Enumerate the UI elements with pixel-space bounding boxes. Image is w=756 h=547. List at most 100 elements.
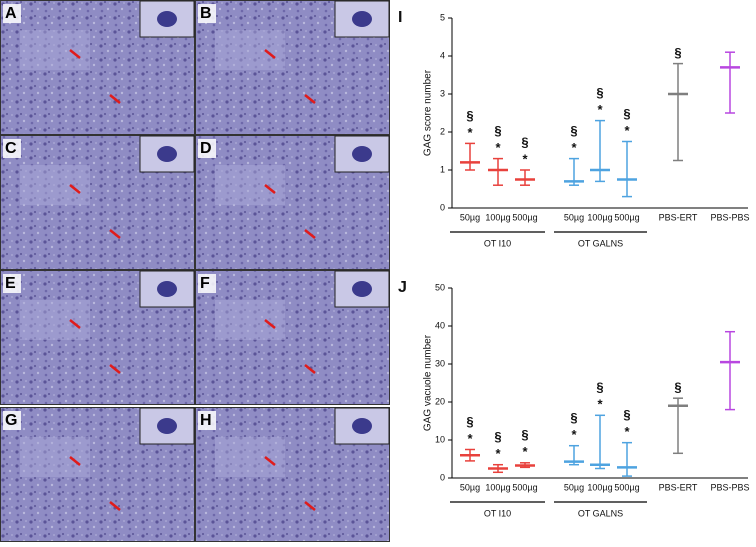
arrow xyxy=(304,501,316,511)
x-tick-label: 500µg xyxy=(614,482,639,492)
annotation: § xyxy=(521,427,528,442)
inset-cell xyxy=(157,11,177,27)
annotation: § xyxy=(596,85,603,100)
x-tick-label: PBS-ERT xyxy=(659,212,698,222)
annotation: * xyxy=(467,431,473,446)
arrow xyxy=(69,456,81,466)
arrow xyxy=(304,94,316,104)
annotation: § xyxy=(466,414,473,429)
panel-label: D xyxy=(200,140,212,157)
arrow xyxy=(69,49,81,59)
arrow xyxy=(109,364,121,374)
annotation: * xyxy=(522,151,528,166)
panel-label-bg xyxy=(198,274,216,293)
y-tick-label: 50 xyxy=(435,282,445,292)
annotation: * xyxy=(522,444,528,459)
annotation: § xyxy=(494,123,501,138)
x-tick-label: 100µg xyxy=(587,212,612,222)
micrograph-shade xyxy=(215,437,285,477)
panel-label: C xyxy=(5,140,17,157)
y-tick-label: 4 xyxy=(440,50,445,60)
chart-title: I xyxy=(398,9,402,26)
chart-title: J xyxy=(398,279,407,296)
y-axis-label: GAG score number xyxy=(423,69,434,156)
annotation: * xyxy=(467,125,473,140)
annotation: * xyxy=(571,427,577,442)
y-tick-label: 3 xyxy=(440,88,445,98)
x-tick-label: 50µg xyxy=(564,482,584,492)
annotation: * xyxy=(624,424,630,439)
micrograph-shade xyxy=(215,165,285,205)
y-tick-label: 10 xyxy=(435,434,445,444)
arrow xyxy=(69,184,81,194)
x-tick-label: 500µg xyxy=(512,482,537,492)
annotation: § xyxy=(494,429,501,444)
x-tick-label: PBS-PBS xyxy=(710,482,749,492)
annotation: * xyxy=(495,446,501,461)
x-tick-label: 100µg xyxy=(587,482,612,492)
panel-label-bg xyxy=(3,139,21,158)
annotation: § xyxy=(570,410,577,425)
inset xyxy=(139,270,195,308)
x-tick-label: PBS-ERT xyxy=(659,482,698,492)
annotation: * xyxy=(495,140,501,155)
inset xyxy=(334,270,390,308)
y-tick-label: 2 xyxy=(440,126,445,136)
arrow xyxy=(264,49,276,59)
y-tick-label: 0 xyxy=(440,472,445,482)
annotation: § xyxy=(596,380,603,395)
arrow xyxy=(109,229,121,239)
y-axis-label: GAG vacuole number xyxy=(423,334,434,431)
annotation: § xyxy=(570,123,577,138)
group-label: OT I10 xyxy=(484,238,511,248)
micrograph-shade xyxy=(20,437,90,477)
panel-label-bg xyxy=(3,4,21,23)
x-tick-label: 500µg xyxy=(614,212,639,222)
y-tick-label: 0 xyxy=(440,202,445,212)
panel-label-bg xyxy=(3,274,21,293)
arrow xyxy=(109,94,121,104)
micrograph-shade xyxy=(20,300,90,340)
arrow xyxy=(264,184,276,194)
annotation: § xyxy=(466,108,473,123)
panel-label: F xyxy=(200,275,210,292)
x-tick-label: 50µg xyxy=(460,482,480,492)
panel-label-bg xyxy=(3,411,21,430)
annotation: § xyxy=(623,407,630,422)
panel-label: E xyxy=(5,275,16,292)
panel-label-bg xyxy=(198,411,216,430)
micrograph-grid: A B C D E F G H xyxy=(0,0,390,542)
arrow xyxy=(304,364,316,374)
x-tick-label: PBS-PBS xyxy=(710,212,749,222)
x-tick-label: 50µg xyxy=(564,212,584,222)
annotation: * xyxy=(597,397,603,412)
arrow xyxy=(69,319,81,329)
panel-label-bg xyxy=(198,139,216,158)
inset-cell xyxy=(352,11,372,27)
micrograph-shade xyxy=(20,30,90,70)
inset-cell xyxy=(157,281,177,297)
arrow xyxy=(264,319,276,329)
x-tick-label: 500µg xyxy=(512,212,537,222)
group-label: OT GALNS xyxy=(578,508,623,518)
inset-cell xyxy=(352,146,372,162)
x-tick-label: 100µg xyxy=(485,212,510,222)
y-tick-label: 20 xyxy=(435,396,445,406)
charts: I GAG score number 0 1 2 3 4 5 50µg * § 100µg * § 500µ… xyxy=(398,9,750,518)
annotation: § xyxy=(623,106,630,121)
group-label: OT I10 xyxy=(484,508,511,518)
micrograph-shade xyxy=(215,30,285,70)
arrow xyxy=(109,501,121,511)
annotation: § xyxy=(674,45,681,60)
panel-label-bg xyxy=(198,4,216,23)
annotation: * xyxy=(624,123,630,138)
inset-cell xyxy=(352,281,372,297)
annotation: * xyxy=(597,102,603,117)
annotation: § xyxy=(521,134,528,149)
y-tick-label: 40 xyxy=(435,320,445,330)
inset-cell xyxy=(157,146,177,162)
annotation: * xyxy=(571,140,577,155)
arrow xyxy=(304,229,316,239)
y-tick-label: 1 xyxy=(440,164,445,174)
